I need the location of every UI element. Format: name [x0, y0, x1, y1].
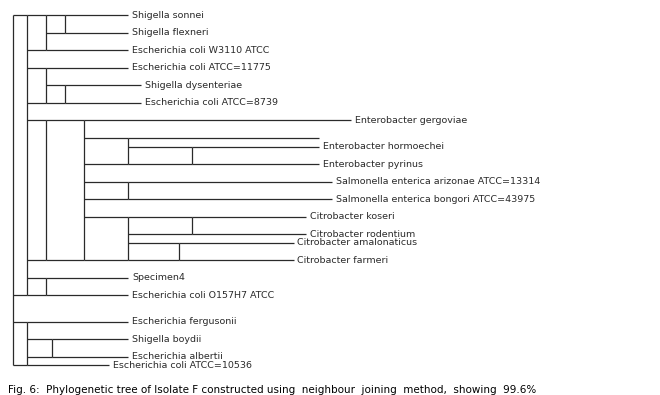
Text: Salmonella enterica arizonae ATCC=13314: Salmonella enterica arizonae ATCC=13314 [335, 177, 540, 186]
Text: Escherichia fergusonii: Escherichia fergusonii [132, 317, 237, 326]
Text: Salmonella enterica bongori ATCC=43975: Salmonella enterica bongori ATCC=43975 [335, 195, 535, 204]
Text: Citrobacter farmeri: Citrobacter farmeri [298, 256, 389, 265]
Text: Enterobacter gergoviae: Enterobacter gergoviae [354, 116, 467, 125]
Text: Citrobacter koseri: Citrobacter koseri [310, 212, 395, 221]
Text: Enterobacter hormoechei: Enterobacter hormoechei [323, 142, 444, 151]
Text: Enterobacter pyrinus: Enterobacter pyrinus [323, 160, 423, 169]
Text: Escherichia coli ATCC=10536: Escherichia coli ATCC=10536 [114, 361, 252, 370]
Text: Shigella flexneri: Shigella flexneri [132, 28, 209, 38]
Text: Shigella dysenteriae: Shigella dysenteriae [145, 81, 242, 90]
Text: Escherichia coli O157H7 ATCC: Escherichia coli O157H7 ATCC [132, 291, 275, 300]
Text: Shigella sonnei: Shigella sonnei [132, 11, 204, 20]
Text: Fig. 6:  Phylogenetic tree of Isolate F constructed using  neighbour  joining  m: Fig. 6: Phylogenetic tree of Isolate F c… [8, 385, 536, 395]
Text: Escherichia coli W3110 ATCC: Escherichia coli W3110 ATCC [132, 46, 270, 55]
Text: Escherichia coli ATCC=8739: Escherichia coli ATCC=8739 [145, 98, 278, 107]
Text: Citrobacter rodentium: Citrobacter rodentium [310, 229, 415, 239]
Text: Shigella boydii: Shigella boydii [132, 335, 201, 344]
Text: Escherichia albertii: Escherichia albertii [132, 352, 223, 361]
Text: Escherichia coli ATCC=11775: Escherichia coli ATCC=11775 [132, 63, 271, 72]
Text: Citrobacter amalonaticus: Citrobacter amalonaticus [298, 239, 418, 247]
Text: Specimen4: Specimen4 [132, 273, 185, 282]
